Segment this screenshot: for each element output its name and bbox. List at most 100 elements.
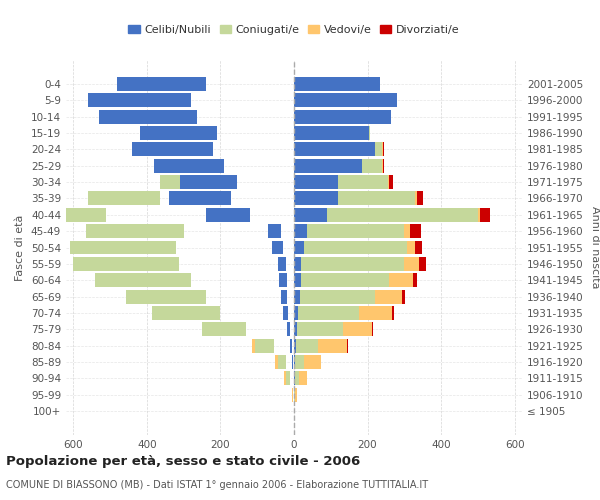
Bar xyxy=(207,306,210,320)
Y-axis label: Anni di nascita: Anni di nascita xyxy=(590,206,600,289)
Bar xyxy=(318,338,347,352)
Bar xyxy=(301,257,404,271)
Bar xyxy=(295,372,299,386)
Bar xyxy=(299,372,307,386)
Bar xyxy=(417,192,423,205)
Y-axis label: Fasce di età: Fasce di età xyxy=(16,214,25,280)
Bar xyxy=(275,355,280,369)
Bar xyxy=(272,240,283,254)
Bar xyxy=(297,322,343,336)
Bar xyxy=(86,224,184,238)
Text: COMUNE DI BIASSONO (MB) - Dati ISTAT 1° gennaio 2006 - Elaborazione TUTTITALIA.I: COMUNE DI BIASSONO (MB) - Dati ISTAT 1° … xyxy=(6,480,428,490)
Bar xyxy=(161,240,168,254)
Bar xyxy=(206,142,207,156)
Bar xyxy=(95,274,191,287)
Bar xyxy=(281,290,287,304)
Bar xyxy=(294,338,296,352)
Bar xyxy=(206,306,213,320)
Bar xyxy=(292,355,293,369)
Bar xyxy=(294,306,298,320)
Bar xyxy=(202,322,246,336)
Bar xyxy=(118,77,206,91)
Bar xyxy=(180,175,237,189)
Bar xyxy=(296,338,318,352)
Bar xyxy=(160,175,199,189)
Bar xyxy=(415,192,417,205)
Bar xyxy=(327,208,478,222)
Bar xyxy=(375,142,382,156)
Bar xyxy=(294,77,380,91)
Bar xyxy=(301,274,389,287)
Bar xyxy=(215,126,216,140)
Bar xyxy=(294,159,362,172)
Bar xyxy=(382,142,383,156)
Bar xyxy=(252,338,263,352)
Bar xyxy=(294,126,370,140)
Bar xyxy=(362,159,382,172)
Bar xyxy=(389,175,392,189)
Bar xyxy=(235,322,241,336)
Bar xyxy=(286,372,290,386)
Bar xyxy=(88,94,191,108)
Bar xyxy=(178,274,184,287)
Bar xyxy=(294,322,297,336)
Bar xyxy=(208,159,209,172)
Text: Popolazione per età, sesso e stato civile - 2006: Popolazione per età, sesso e stato civil… xyxy=(6,455,360,468)
Bar xyxy=(161,224,173,238)
Bar xyxy=(140,126,217,140)
Bar xyxy=(347,338,348,352)
Bar xyxy=(294,290,299,304)
Bar xyxy=(382,159,383,172)
Bar xyxy=(307,224,404,238)
Bar xyxy=(292,388,293,402)
Bar xyxy=(304,355,321,369)
Bar xyxy=(206,208,250,222)
Bar xyxy=(294,388,295,402)
Bar xyxy=(132,142,213,156)
Bar xyxy=(299,290,375,304)
Bar xyxy=(125,290,206,304)
Bar xyxy=(304,240,407,254)
Bar xyxy=(290,338,292,352)
Bar xyxy=(70,240,176,254)
Bar xyxy=(388,175,389,189)
Bar xyxy=(294,257,301,271)
Bar xyxy=(196,290,199,304)
Bar xyxy=(392,306,394,320)
Bar xyxy=(294,110,391,124)
Bar xyxy=(206,142,208,156)
Bar xyxy=(237,322,239,336)
Bar xyxy=(383,159,384,172)
Bar xyxy=(284,372,287,386)
Bar xyxy=(389,274,413,287)
Bar xyxy=(375,290,403,304)
Bar xyxy=(294,142,375,156)
Bar xyxy=(294,94,397,108)
Bar xyxy=(0,208,106,222)
Bar xyxy=(343,322,373,336)
Bar xyxy=(413,274,417,287)
Bar xyxy=(99,110,197,124)
Bar xyxy=(73,257,179,271)
Bar xyxy=(407,240,415,254)
Bar xyxy=(199,290,203,304)
Bar xyxy=(480,208,490,222)
Bar xyxy=(176,257,178,271)
Bar xyxy=(295,355,304,369)
Bar xyxy=(403,290,406,304)
Bar xyxy=(295,388,297,402)
Bar xyxy=(152,306,220,320)
Bar xyxy=(173,240,175,254)
Bar xyxy=(383,142,384,156)
Bar xyxy=(187,274,189,287)
Bar xyxy=(90,208,98,222)
Bar xyxy=(294,274,301,287)
Bar xyxy=(294,175,338,189)
Bar xyxy=(298,306,359,320)
Bar xyxy=(294,208,327,222)
Bar xyxy=(163,257,170,271)
Bar xyxy=(294,224,307,238)
Bar xyxy=(154,159,224,172)
Bar xyxy=(294,240,304,254)
Bar xyxy=(478,208,480,222)
